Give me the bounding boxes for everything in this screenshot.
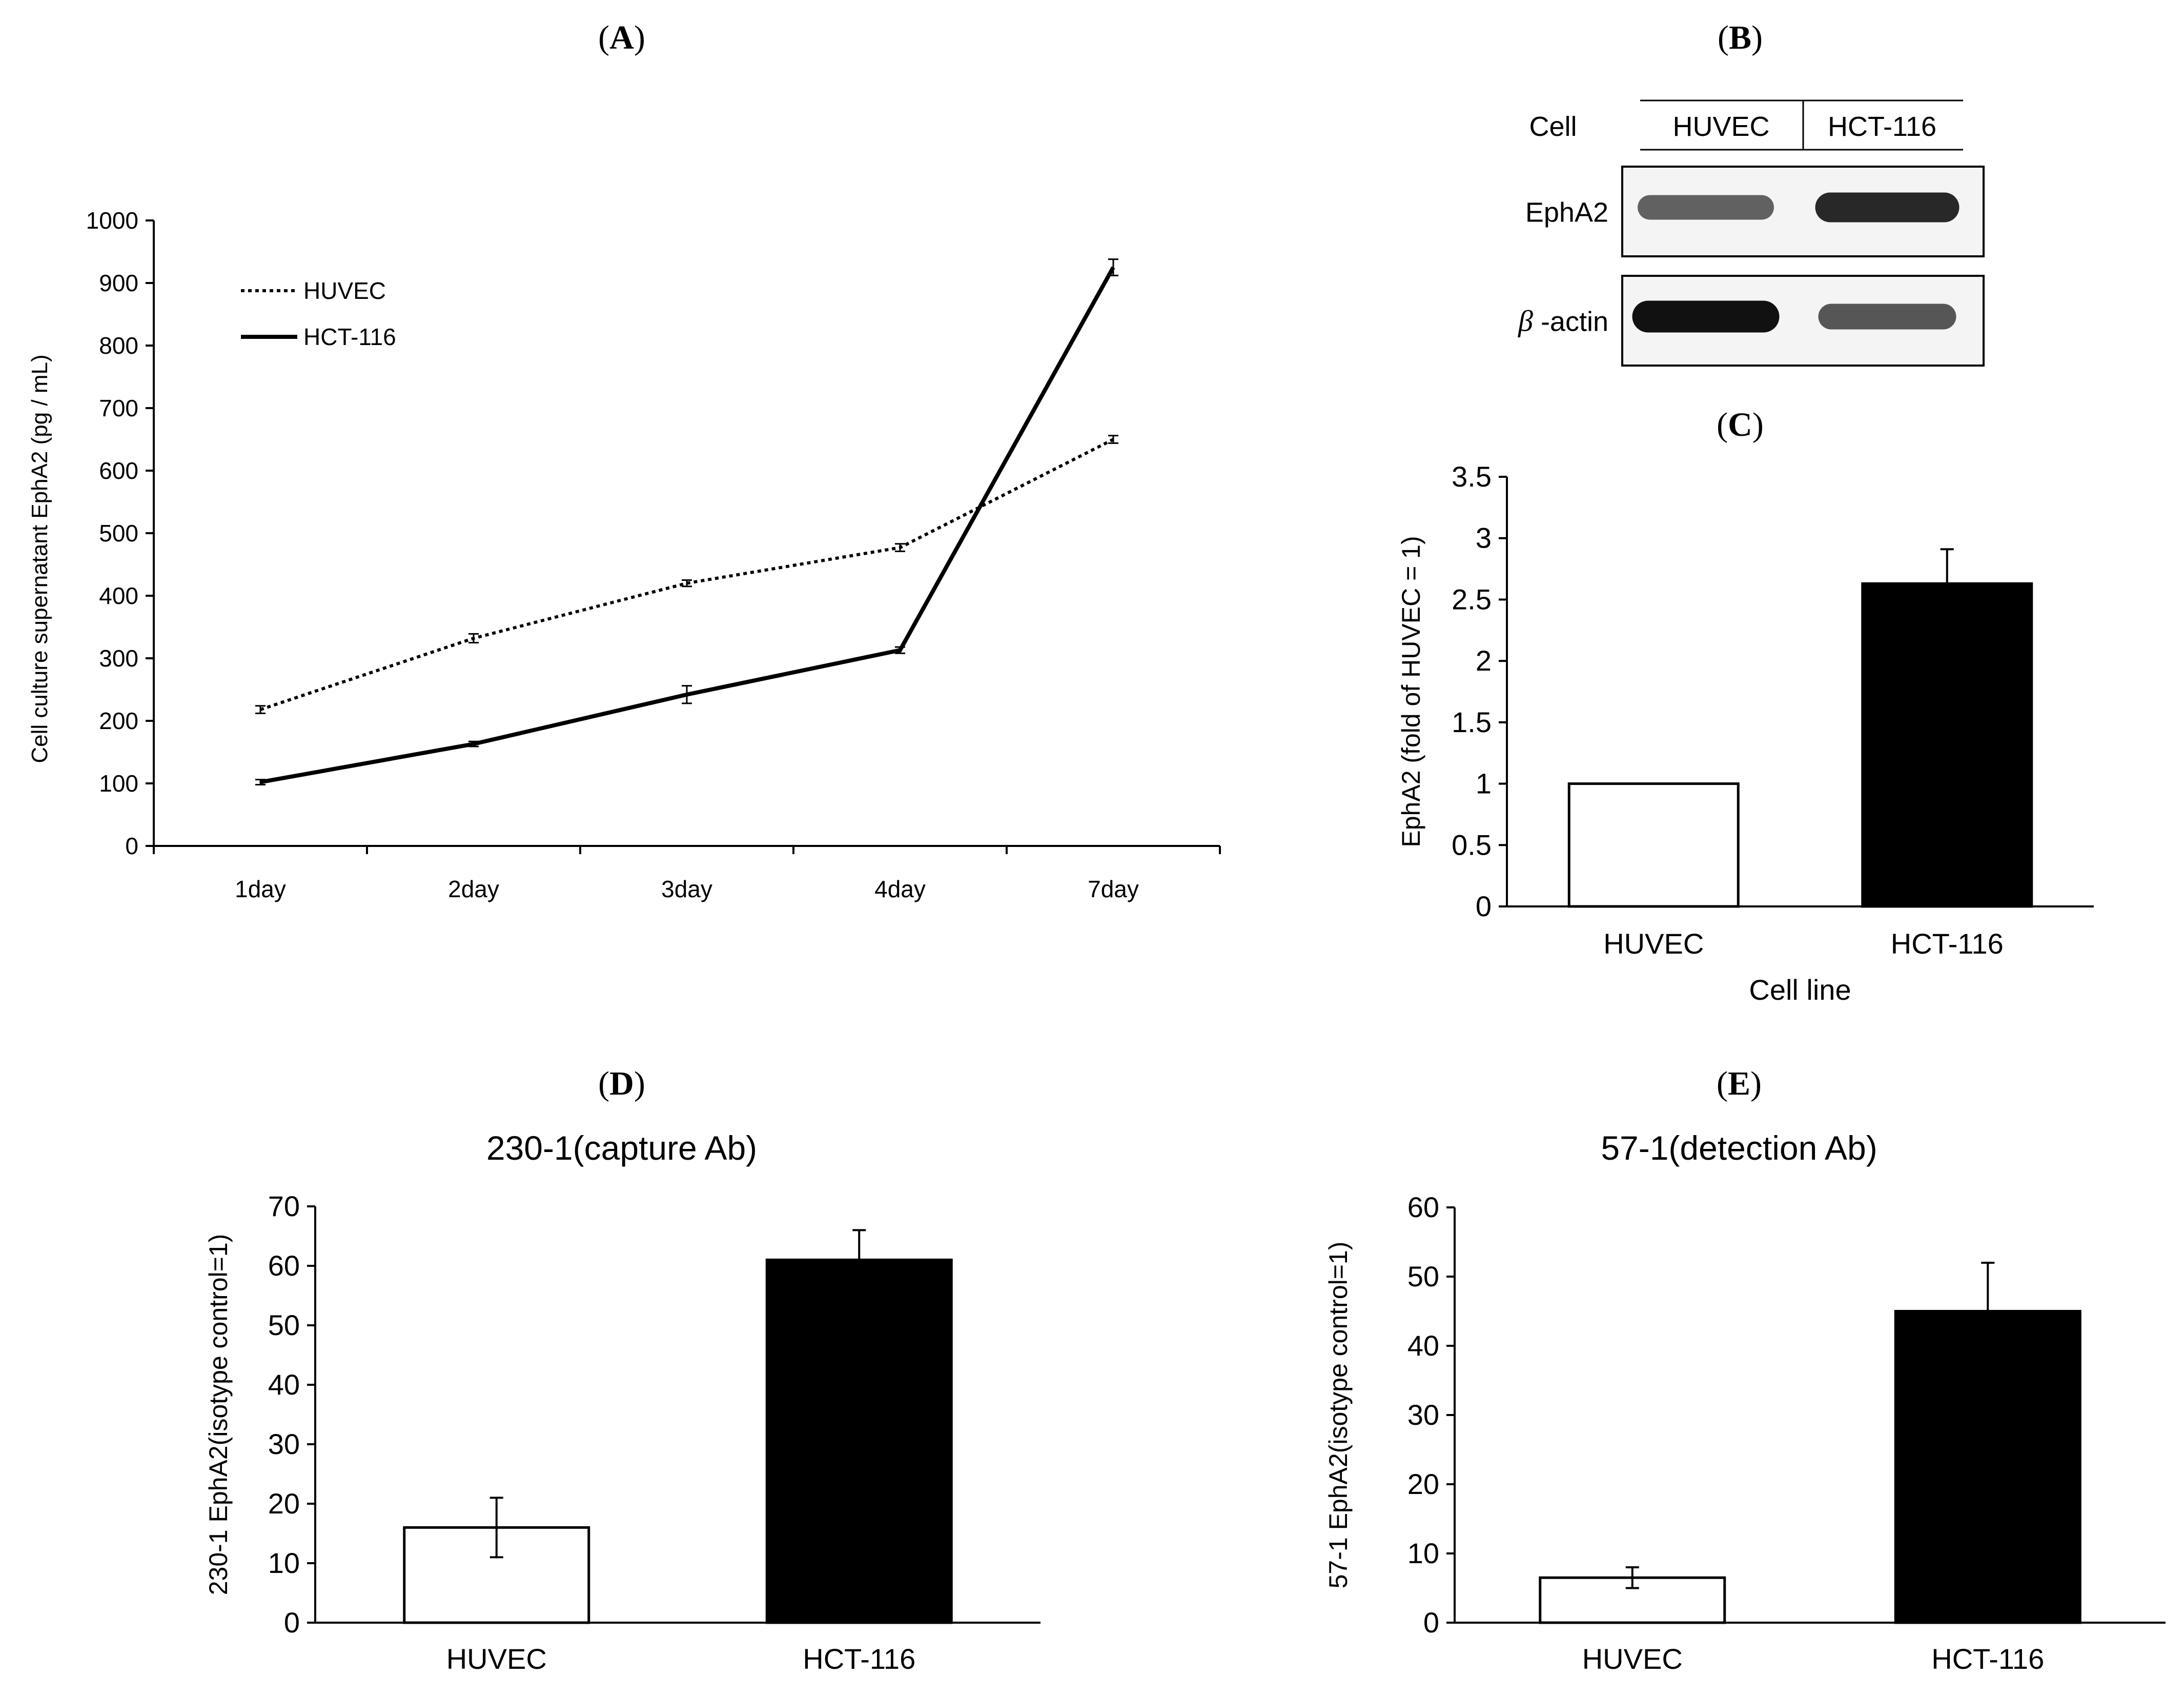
a-x-tick-label: 7day: [1088, 876, 1139, 902]
e-y-tick-label: 40: [1407, 1329, 1439, 1362]
b-header-label: Cell: [1529, 111, 1577, 142]
d-y-tick-label: 40: [268, 1368, 300, 1401]
d-panel-label: (D): [598, 1065, 645, 1102]
e-y-axis-label: 57-1 EphA2(isotype control=1): [1324, 1242, 1353, 1589]
a-y-tick-label: 700: [99, 395, 138, 421]
a-x-tick-label: 4day: [874, 876, 926, 902]
c-x-tick-label: HUVEC: [1603, 927, 1704, 960]
b-lane-label: HUVEC: [1672, 111, 1769, 142]
b-band: [1632, 300, 1780, 333]
a-y-tick-label: 100: [99, 770, 138, 797]
d-y-tick-label: 50: [268, 1309, 300, 1341]
c-y-tick-label: 3.5: [1452, 460, 1492, 493]
e-y-tick-label: 30: [1407, 1399, 1439, 1431]
e-y-tick-label: 10: [1407, 1537, 1439, 1569]
a-y-tick-label: 0: [125, 833, 138, 859]
a-y-axis-label: Cell culture supernatant EphA2 (pg / mL): [27, 354, 52, 763]
d-x-tick-label: HUVEC: [446, 1643, 547, 1675]
c-y-tick-label: 0.5: [1452, 829, 1492, 861]
a-y-tick-label: 900: [99, 270, 138, 296]
c-y-tick-label: 0: [1476, 890, 1492, 922]
a-y-tick-label: 400: [99, 582, 138, 609]
d-chart-title: 230-1(capture Ab): [486, 1129, 757, 1167]
c-y-tick-label: 3: [1476, 522, 1492, 554]
d-x-tick-label: HCT-116: [803, 1643, 915, 1675]
d-y-axis-label: 230-1 EphA2(isotype control=1): [204, 1234, 233, 1595]
a-y-tick-label: 200: [99, 708, 138, 734]
a-y-tick-label: 300: [99, 645, 138, 672]
d-y-tick-label: 0: [284, 1606, 300, 1639]
b-band: [1818, 304, 1956, 330]
c-bar-hct-116: [1861, 582, 2033, 908]
a-x-tick-label: 2day: [448, 876, 499, 902]
c-bar-huvec: [1567, 782, 1740, 908]
e-chart-title: 57-1(detection Ab): [1601, 1129, 1877, 1167]
e-y-tick-label: 20: [1407, 1468, 1439, 1500]
b-band: [1815, 192, 1960, 223]
d-y-tick-label: 10: [268, 1547, 300, 1579]
c-y-tick-label: 2.5: [1452, 583, 1492, 615]
d-bar-hct-116: [765, 1258, 953, 1624]
d-y-tick-label: 60: [268, 1249, 300, 1282]
e-x-tick-label: HCT-116: [1931, 1643, 2044, 1675]
b-row-label: β -actin: [1518, 305, 1608, 338]
a-y-tick-label: 600: [99, 457, 138, 484]
b-row-label: EphA2: [1525, 197, 1608, 228]
b-lane-label: HCT-116: [1828, 111, 1936, 142]
e-y-tick-label: 60: [1407, 1191, 1439, 1223]
c-y-tick-label: 1.5: [1452, 706, 1492, 738]
e-x-tick-label: HUVEC: [1582, 1643, 1683, 1675]
c-x-tick-label: HCT-116: [1891, 927, 2004, 960]
d-y-tick-label: 30: [268, 1428, 300, 1460]
a-legend-label: HCT-116: [303, 324, 396, 350]
b-band: [1638, 195, 1774, 220]
a-y-tick-label: 1000: [86, 207, 138, 234]
d-y-tick-label: 20: [268, 1487, 300, 1520]
e-y-tick-label: 50: [1407, 1260, 1439, 1292]
a-series-line-huvec: [260, 438, 1114, 711]
a-x-tick-label: 1day: [235, 876, 286, 902]
c-panel-label: (C): [1717, 406, 1764, 443]
a-panel-label: (A): [598, 19, 645, 56]
e-panel-label: (E): [1717, 1065, 1762, 1102]
c-y-tick-label: 1: [1476, 767, 1492, 800]
a-x-tick-label: 3day: [661, 876, 712, 902]
c-y-tick-label: 2: [1476, 644, 1492, 677]
c-x-axis-label: Cell line: [1749, 974, 1851, 1006]
e-y-tick-label: 0: [1423, 1606, 1439, 1639]
a-y-tick-label: 800: [99, 332, 138, 359]
a-y-tick-label: 500: [99, 520, 138, 547]
e-bar-hct-116: [1894, 1310, 2081, 1624]
d-y-tick-label: 70: [268, 1190, 300, 1222]
a-legend-label: HUVEC: [303, 277, 386, 304]
b-panel-label: (B): [1718, 19, 1763, 56]
c-y-axis-label: EphA2 (fold of HUVEC = 1): [1397, 536, 1425, 847]
